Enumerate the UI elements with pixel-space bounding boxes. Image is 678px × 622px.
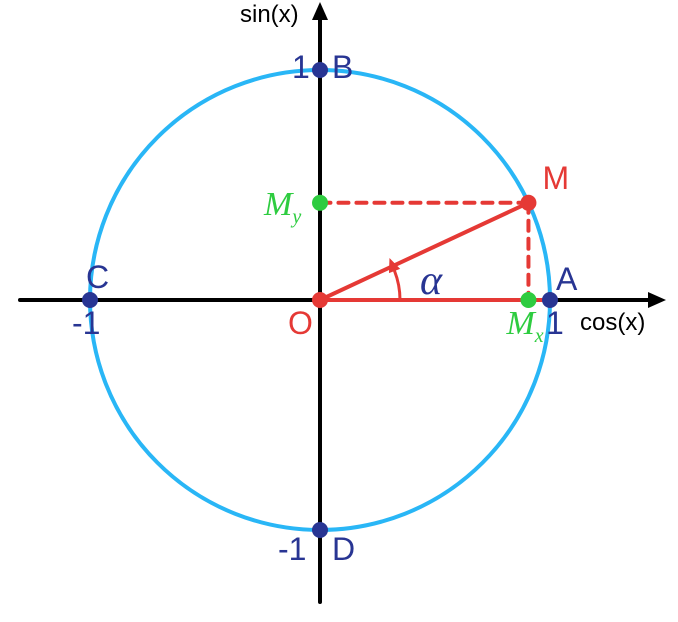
label-1-right: 1	[546, 305, 564, 341]
label-D: D	[332, 531, 355, 567]
point-O	[312, 292, 328, 308]
y-axis-label: sin(x)	[240, 1, 299, 28]
label-alpha: α	[420, 258, 443, 304]
label-O: O	[288, 305, 313, 341]
label-M: M	[542, 160, 569, 196]
point-M	[520, 195, 536, 211]
label-neg1-bottom: -1	[278, 531, 306, 567]
point-B	[312, 62, 328, 78]
diagram-container: sin(x)cos(x)OA1B1C-1D-1MMxMyα	[0, 0, 678, 622]
point-D	[312, 522, 328, 538]
label-A: A	[556, 261, 578, 297]
label-1-top: 1	[292, 49, 310, 85]
label-B: B	[332, 49, 353, 85]
point-My	[312, 195, 328, 211]
label-neg1-left: -1	[72, 305, 100, 341]
x-axis-label: cos(x)	[580, 309, 645, 336]
label-C: C	[86, 259, 109, 295]
unit-circle-diagram: sin(x)cos(x)OA1B1C-1D-1MMxMyα	[0, 0, 678, 622]
